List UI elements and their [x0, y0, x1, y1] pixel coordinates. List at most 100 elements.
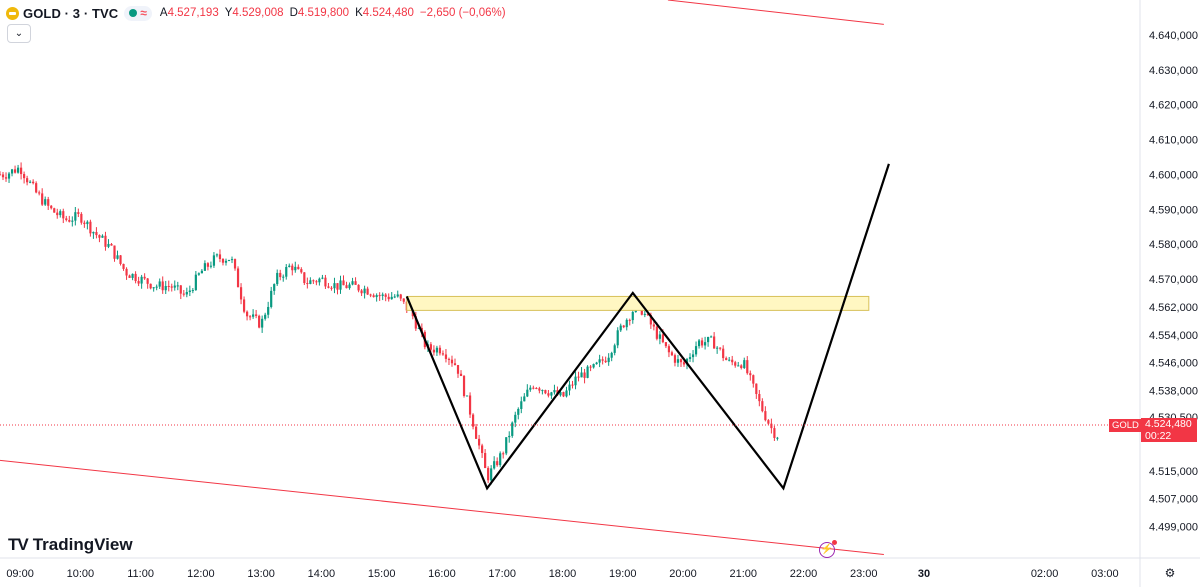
- candle: [261, 315, 264, 333]
- channel-lower-line[interactable]: [0, 459, 884, 556]
- time-tick-label: 02:00: [1031, 568, 1059, 580]
- candle: [318, 277, 321, 286]
- candle: [59, 209, 62, 218]
- candle: [92, 231, 95, 239]
- candle: [312, 279, 315, 284]
- candle: [41, 188, 44, 206]
- candle: [752, 374, 755, 388]
- candle: [279, 269, 282, 281]
- candle: [291, 263, 294, 276]
- price-tag-symbol: GOLD: [1109, 419, 1142, 432]
- candle: [197, 272, 200, 276]
- candle: [53, 207, 56, 213]
- time-tick-label: 23:00: [850, 568, 878, 580]
- candle: [357, 284, 360, 293]
- candle: [209, 261, 213, 269]
- candle: [179, 284, 182, 300]
- candle: [267, 301, 270, 319]
- candle: [520, 396, 523, 414]
- flash-alert-icon[interactable]: ⚡: [819, 540, 837, 558]
- candle: [658, 330, 661, 345]
- trend-channel[interactable]: [0, 0, 884, 556]
- candle: [194, 271, 197, 291]
- candle: [604, 356, 607, 363]
- candle: [83, 220, 86, 228]
- price-tick-label: 4.630,000: [1149, 65, 1198, 77]
- double-bottom-projection[interactable]: [405, 163, 890, 491]
- candle: [89, 219, 92, 237]
- candle: [360, 289, 363, 297]
- candle: [776, 436, 779, 441]
- candle: [315, 279, 318, 286]
- resistance-zone[interactable]: [406, 295, 870, 311]
- time-tick-label: 12:00: [187, 568, 215, 580]
- candle: [134, 271, 137, 284]
- candle: [375, 293, 378, 302]
- candle: [26, 175, 29, 186]
- candle: [583, 368, 586, 384]
- candle: [450, 355, 454, 367]
- candle: [414, 311, 417, 331]
- candle: [679, 358, 683, 367]
- candle: [517, 407, 520, 420]
- candle: [255, 309, 258, 319]
- delayed-data-icon: ≈: [140, 6, 147, 20]
- tradingview-mark-icon: TV: [8, 535, 29, 554]
- candle: [737, 361, 740, 367]
- time-axis[interactable]: 09:00 10:00 11:00 12:00 13:00 14:00 15:00 16:00…: [6, 568, 1118, 580]
- candle: [107, 239, 110, 249]
- time-tick-label: 14:00: [308, 568, 336, 580]
- candle: [56, 208, 59, 219]
- tradingview-logo[interactable]: TV TradingView: [8, 535, 133, 555]
- candle: [631, 309, 634, 324]
- candle: [722, 345, 725, 362]
- candle: [511, 421, 514, 438]
- candle: [128, 274, 131, 278]
- candle: [381, 292, 384, 301]
- candle: [550, 391, 553, 399]
- candle: [137, 276, 140, 287]
- pattern-path[interactable]: [405, 163, 890, 491]
- candle: [478, 434, 481, 450]
- candle: [248, 315, 252, 321]
- candle: [38, 190, 41, 196]
- ohlc-high: Y4.529,008: [224, 7, 284, 19]
- candle: [239, 283, 243, 305]
- candle: [273, 283, 276, 295]
- candle: [471, 413, 475, 430]
- candle: [468, 392, 472, 418]
- candle: [432, 345, 436, 356]
- price-axis[interactable]: 4.499,0004.507,0004.515,0004.530,5004.53…: [1149, 30, 1198, 534]
- candle: [526, 384, 529, 398]
- candle: [676, 354, 680, 367]
- collapse-legend-button[interactable]: ⌄: [7, 24, 31, 43]
- candle: [182, 289, 185, 297]
- candle: [13, 165, 17, 174]
- candle: [86, 220, 89, 230]
- candle: [496, 457, 499, 467]
- candle: [276, 269, 279, 286]
- market-status-pill[interactable]: ≈: [124, 5, 152, 21]
- candle: [227, 259, 231, 262]
- candle: [44, 196, 47, 206]
- candle: [493, 456, 496, 470]
- symbol-title[interactable]: GOLD · 3 · TVC: [23, 5, 119, 21]
- channel-upper-line[interactable]: [667, 0, 884, 25]
- candle: [592, 363, 595, 369]
- candle: [47, 196, 50, 211]
- candle: [743, 357, 746, 369]
- axis-settings-gear-icon[interactable]: ⚙: [1164, 566, 1176, 580]
- time-tick-label: 17:00: [488, 568, 516, 580]
- candle: [767, 419, 770, 426]
- candle: [541, 389, 544, 395]
- candle: [402, 298, 405, 304]
- candle: [481, 443, 484, 458]
- candle: [188, 285, 191, 297]
- candle: [252, 309, 255, 319]
- candle: [758, 389, 761, 407]
- candle: [691, 350, 695, 363]
- candle: [140, 274, 143, 289]
- candle: [62, 208, 65, 224]
- resistance-zone-rect[interactable]: [406, 295, 870, 311]
